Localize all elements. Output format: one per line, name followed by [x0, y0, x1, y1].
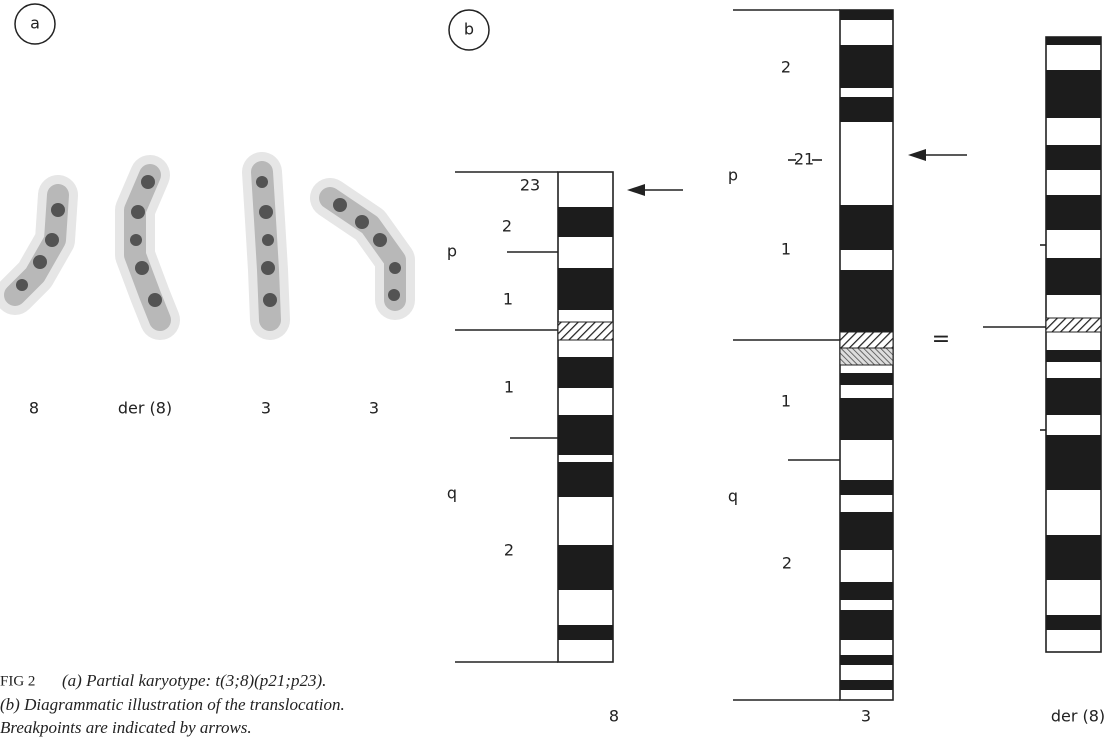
band: [558, 625, 613, 640]
chromosome-band: [131, 205, 145, 219]
band: [1046, 350, 1101, 362]
karyotype-label: der (8): [118, 399, 172, 418]
chromosome-band: [135, 261, 149, 275]
band: [840, 680, 893, 690]
band: [840, 480, 893, 495]
band-label: 21: [794, 150, 814, 169]
band-label: p: [447, 242, 457, 261]
chromosome-band: [355, 215, 369, 229]
band: [840, 610, 893, 640]
band-label: 23: [520, 176, 540, 195]
band: [1046, 615, 1101, 630]
chromosome-band: [33, 255, 47, 269]
band-label: 2: [781, 58, 791, 77]
band-label: 1: [781, 240, 791, 259]
caption-line: (b) Diagrammatic illustration of the tra…: [0, 695, 345, 714]
band-label: p: [728, 166, 738, 185]
band: [840, 270, 893, 332]
chromosome-band: [130, 234, 142, 246]
chromosome-band: [256, 176, 268, 188]
chromosome-band: [373, 233, 387, 247]
caption-line: (a) Partial karyotype: t(3;8)(p21;p23).: [62, 671, 326, 690]
centromere: [1046, 318, 1101, 332]
band: [840, 398, 893, 440]
band-label: 1: [781, 392, 791, 411]
chromosome-band: [388, 289, 400, 301]
band: [840, 205, 893, 250]
band: [1046, 435, 1101, 490]
band: [558, 207, 613, 237]
panel-label: b: [464, 20, 474, 39]
band: [840, 512, 893, 550]
band-label: 2: [782, 554, 792, 573]
band: [840, 10, 893, 20]
arrow-head: [908, 149, 926, 161]
ideogram-name: 8: [609, 707, 619, 726]
arrow-head: [627, 184, 645, 196]
band: [558, 268, 613, 310]
figure: a b 8 der (8) 3 3 = 8 3 der (8) FIG 2 (a…: [0, 0, 1115, 737]
band: [840, 582, 893, 600]
band: [558, 545, 613, 590]
band: [840, 655, 893, 665]
band-label: 1: [503, 290, 513, 309]
band: [1046, 195, 1101, 230]
chromosome-band: [45, 233, 59, 247]
band: [1046, 70, 1101, 118]
band: [1046, 37, 1101, 45]
chromosome-band: [141, 175, 155, 189]
band: [558, 357, 613, 388]
band: [1046, 145, 1101, 170]
figure-number: FIG 2: [0, 673, 35, 689]
band: [840, 373, 893, 385]
band: [558, 462, 613, 497]
chromosome-band: [263, 293, 277, 307]
band: [1046, 535, 1101, 580]
band: [558, 415, 613, 455]
band-label: q: [728, 487, 738, 506]
centromere: [840, 332, 893, 348]
caption-line: Breakpoints are indicated by arrows.: [0, 718, 252, 737]
band-label: 2: [502, 217, 512, 236]
band-label: 2: [504, 541, 514, 560]
centromere-band: [840, 348, 893, 365]
chromosome-band: [16, 279, 28, 291]
band-label: q: [447, 484, 457, 503]
band: [840, 45, 893, 88]
equals-sign: =: [932, 327, 950, 352]
band: [840, 97, 893, 122]
karyotype-label: 8: [29, 399, 39, 418]
content: a b 8 der (8) 3 3 = 8 3 der (8) FIG 2 (a…: [0, 4, 1105, 737]
ideogram-name: der (8): [1051, 707, 1105, 726]
chromosome-band: [261, 261, 275, 275]
chromosome-band: [389, 262, 401, 274]
band: [1046, 378, 1101, 415]
band: [1046, 258, 1101, 295]
band-label: 1: [504, 378, 514, 397]
karyotype-label: 3: [369, 399, 379, 418]
chromosome-band: [51, 203, 65, 217]
chromosome-band: [262, 234, 274, 246]
ideogram-name: 3: [861, 707, 871, 726]
centromere: [558, 322, 613, 340]
karyotype-label: 3: [261, 399, 271, 418]
chromosome-band: [259, 205, 273, 219]
panel-label: a: [30, 14, 40, 33]
chromosome-band: [148, 293, 162, 307]
chromosome-band: [333, 198, 347, 212]
